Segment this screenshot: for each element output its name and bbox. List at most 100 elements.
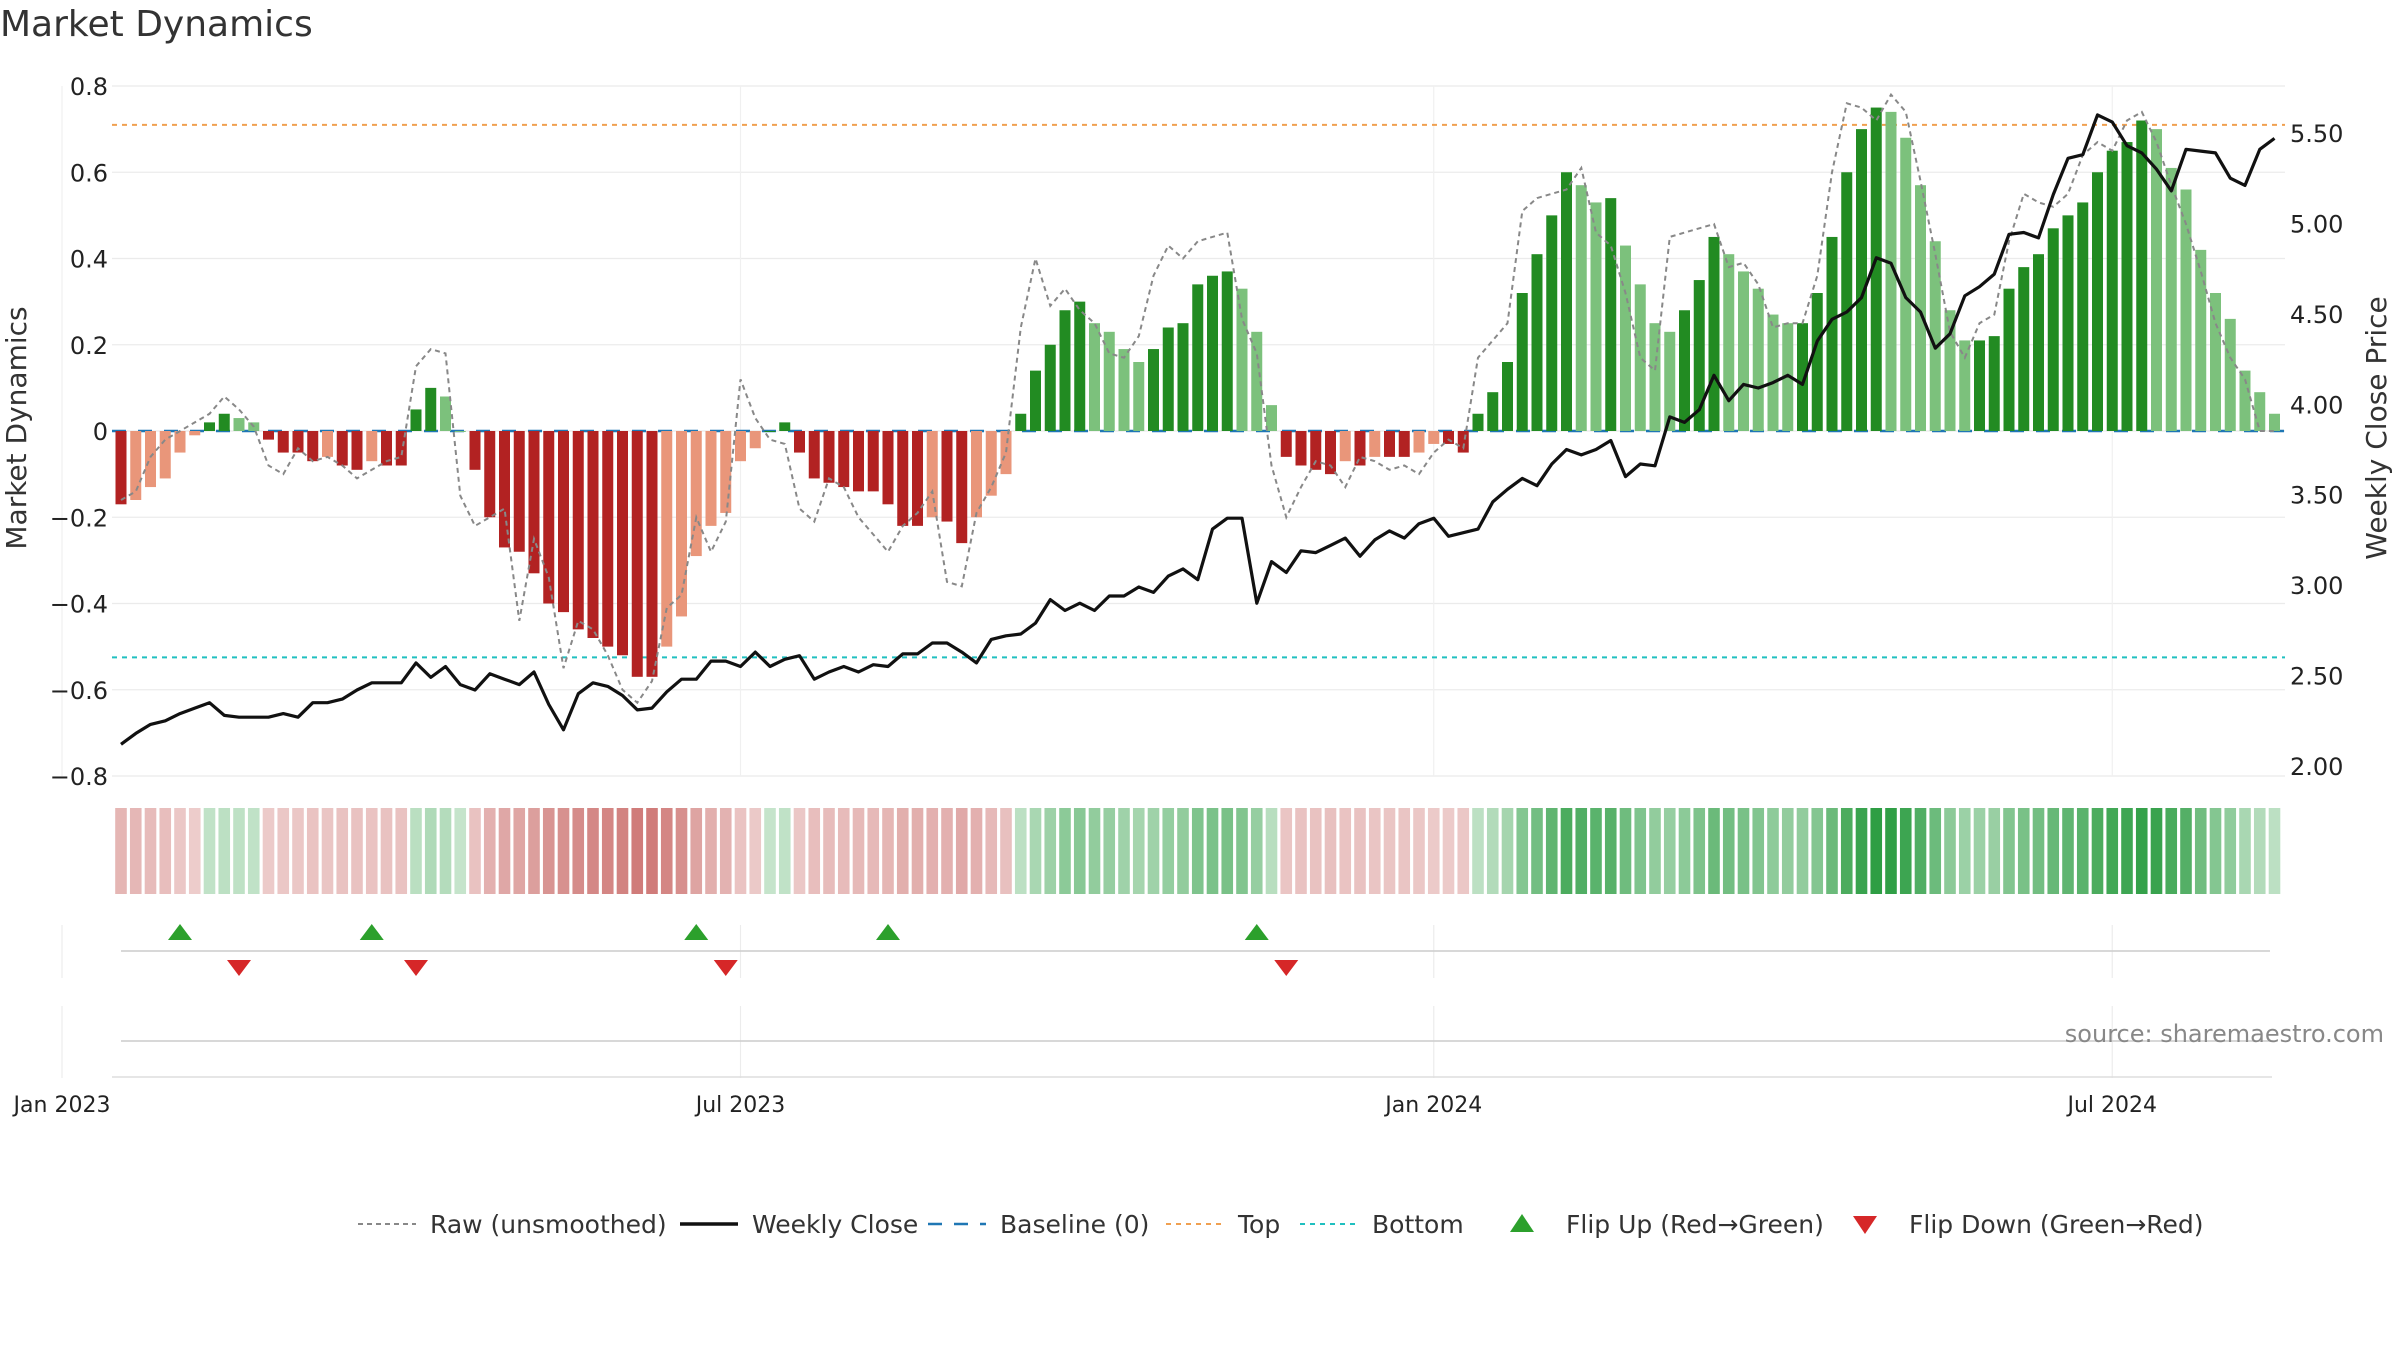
- heat-cell: [1693, 808, 1706, 894]
- right-tick-label: 2.50: [2290, 663, 2343, 691]
- dynamics-bar: [307, 431, 319, 462]
- dynamics-bar: [1310, 431, 1322, 470]
- heat-cell: [277, 808, 290, 894]
- heat-cell: [2062, 808, 2074, 894]
- raw-series: [120, 92, 2275, 705]
- chart-title: Market Dynamics: [0, 4, 313, 45]
- weekly-close-line: [120, 113, 2276, 746]
- dynamics-bar: [322, 431, 333, 457]
- heat-cell: [174, 808, 186, 894]
- flip-down-marker: [713, 960, 738, 976]
- dynamics-bar: [1620, 245, 1631, 431]
- dynamics-bar: [1590, 202, 1602, 431]
- heat-cell: [2253, 808, 2266, 894]
- heat-cell: [2180, 808, 2192, 894]
- heat-cell: [483, 808, 496, 894]
- heat-cell: [1899, 808, 1912, 894]
- dynamics-bar: [867, 431, 879, 492]
- heat-cell: [2194, 808, 2207, 894]
- dynamics-bar: [1797, 323, 1808, 431]
- dynamics-bar: [1531, 254, 1543, 431]
- dynamics-bar: [2254, 392, 2266, 431]
- heat-cell: [203, 808, 216, 894]
- dynamics-bar: [1133, 362, 1145, 431]
- heat-cell: [1752, 808, 1765, 894]
- dynamics-bar: [351, 431, 363, 470]
- heat-cell: [1811, 808, 1824, 894]
- dynamics-bar: [2180, 189, 2192, 431]
- dynamics-bar: [1221, 271, 1233, 431]
- heat-cell: [1973, 808, 1986, 894]
- dynamics-bar: [646, 431, 658, 677]
- dynamics-bar: [1177, 323, 1189, 431]
- dynamics-bar: [543, 431, 555, 604]
- heat-cell: [1221, 808, 1234, 894]
- legend-item-raw: Raw (unsmoothed): [358, 1210, 667, 1239]
- dynamics-bar: [838, 431, 850, 488]
- heat-cell: [542, 808, 555, 894]
- dynamics-bar: [2106, 150, 2118, 431]
- dynamics-bar: [218, 413, 230, 431]
- heat-cell: [1516, 808, 1529, 894]
- dynamics-bar: [1266, 405, 1277, 431]
- dynamics-bar: [1974, 340, 1985, 431]
- heat-cell: [144, 808, 157, 894]
- dynamics-bar: [2077, 202, 2089, 431]
- heat-cell: [1457, 808, 1470, 894]
- heat-cell: [1014, 808, 1027, 894]
- heat-cell: [705, 808, 717, 894]
- heat-cell: [2239, 808, 2251, 894]
- heat-cell: [1339, 808, 1352, 894]
- heat-cell: [572, 808, 585, 894]
- dynamics-bar: [676, 431, 687, 617]
- dynamics-bar: [469, 431, 481, 470]
- dynamics-bar: [1767, 314, 1779, 431]
- dynamics-bar: [1369, 431, 1381, 457]
- left-tick-label: 0.6: [70, 159, 108, 187]
- dynamics-bar: [1929, 241, 1941, 431]
- legend-label: Top: [1237, 1210, 1280, 1239]
- dynamics-bar: [381, 431, 392, 466]
- dynamics-bar: [1457, 431, 1469, 453]
- right-axis: 5.50 5.00 4.50 4.00 3.50 3.00 2.50 2.00: [2290, 120, 2343, 781]
- dynamics-bar: [1236, 288, 1248, 431]
- dynamics-bar: [661, 431, 673, 647]
- dynamics-bar: [2269, 413, 2280, 431]
- heat-cell: [1722, 808, 1735, 894]
- dynamics-bar: [1398, 431, 1410, 457]
- heat-cell: [351, 808, 363, 894]
- legend-item-close: Weekly Close: [680, 1210, 918, 1239]
- dynamics-bar: [602, 431, 614, 647]
- dynamics-bar: [1811, 293, 1823, 431]
- dynamics-bar: [1428, 431, 1440, 444]
- flip-down-marker: [227, 960, 251, 976]
- heat-cell: [1604, 808, 1617, 894]
- heat-cell: [306, 808, 319, 894]
- heat-cell: [1560, 808, 1573, 894]
- heat-cell: [1708, 808, 1720, 894]
- left-axis-label: Market Dynamics: [0, 306, 33, 549]
- flip-down-marker: [404, 960, 428, 976]
- heat-cell: [1634, 808, 1647, 894]
- dynamics-bar: [336, 431, 348, 466]
- heat-cell: [1309, 808, 1322, 894]
- heat-cell: [292, 808, 304, 894]
- left-tick-label: −0.8: [50, 763, 108, 791]
- dynamics-bar: [956, 431, 968, 544]
- dynamics-bar: [454, 431, 466, 432]
- raw-line: [120, 92, 2275, 705]
- heat-cell: [1413, 808, 1425, 894]
- heat-cell: [1073, 808, 1086, 894]
- dynamics-bar: [1516, 293, 1528, 431]
- dynamics-bar: [1148, 349, 1159, 431]
- heat-cell: [1147, 808, 1160, 894]
- heat-cell: [439, 808, 452, 894]
- heat-cell: [2076, 808, 2089, 894]
- dynamics-bar: [1251, 331, 1263, 431]
- heat-cell: [690, 808, 703, 894]
- dynamics-bar: [764, 431, 776, 432]
- dynamics-bar: [1413, 431, 1425, 453]
- heat-cell: [734, 808, 747, 894]
- source-credit: source: sharemaestro.com: [2065, 1020, 2384, 1048]
